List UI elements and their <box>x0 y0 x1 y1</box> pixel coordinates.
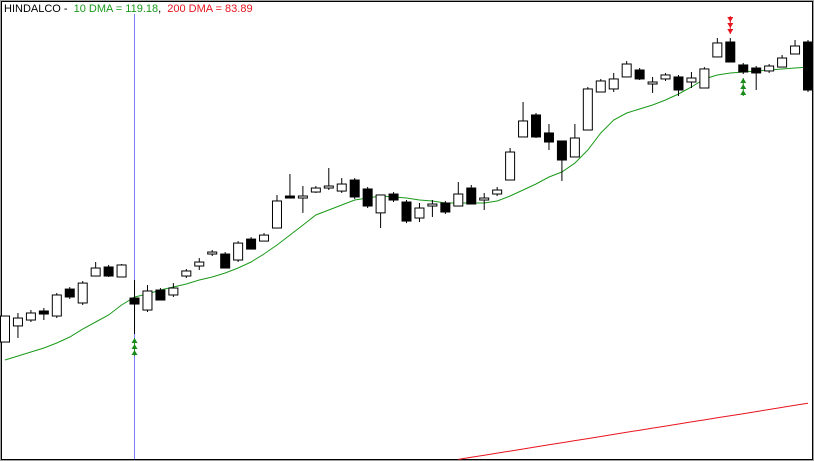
candle-body <box>440 202 451 213</box>
candle-body <box>362 188 373 207</box>
legend-entry: 200 DMA = 83.89 <box>167 3 252 15</box>
candle-body <box>271 200 282 229</box>
candle-body <box>90 267 101 277</box>
chart-title: HINDALCO - <box>4 3 68 15</box>
candle-body <box>543 132 554 143</box>
candle-body <box>634 69 645 80</box>
candle-body <box>168 287 179 296</box>
candle-body <box>427 203 438 207</box>
candle-body <box>621 63 632 78</box>
candle-body <box>349 179 360 198</box>
candle-body <box>660 74 671 80</box>
candle-body <box>647 81 658 85</box>
candle-body <box>699 68 710 89</box>
candle-body <box>129 297 140 305</box>
candle-body <box>51 294 62 317</box>
candle-body <box>25 312 36 321</box>
candle-body <box>194 261 205 267</box>
candle-body <box>608 78 619 90</box>
candle-body <box>77 282 88 304</box>
candle-body <box>505 151 516 181</box>
candle-body <box>479 197 490 201</box>
candle-body <box>155 289 166 301</box>
candle-body <box>38 310 49 315</box>
candle-body <box>103 266 114 277</box>
ma-line <box>458 402 809 460</box>
candle-body <box>725 41 736 63</box>
candle-body <box>790 45 801 55</box>
candle-body <box>751 67 762 74</box>
candle-body <box>777 57 788 68</box>
candle-body <box>284 195 295 199</box>
candle-body <box>401 201 412 222</box>
candle-body <box>764 65 775 72</box>
candle-body <box>569 137 580 158</box>
candle-body <box>518 120 529 138</box>
candle-body <box>582 88 593 131</box>
candle-body <box>712 42 723 58</box>
header: HINDALCO - 10 DMA = 119.18, 200 DMA = 83… <box>4 3 253 15</box>
candle-body <box>233 242 244 261</box>
plot <box>0 14 813 460</box>
candle-body <box>738 64 749 73</box>
ma-line <box>4 66 809 361</box>
candle-body <box>310 187 321 193</box>
candle-body <box>492 189 503 195</box>
candle-body <box>142 290 153 311</box>
candle-body <box>803 41 813 91</box>
candle-body <box>116 264 127 278</box>
candle-body <box>556 140 567 161</box>
candle-body <box>297 195 308 199</box>
candle-body <box>673 76 684 91</box>
candle-body <box>246 238 257 250</box>
candle-body <box>453 193 464 207</box>
candle-body <box>64 288 75 298</box>
candle-body <box>207 251 218 255</box>
candle-body <box>595 80 606 93</box>
candle-body <box>220 253 231 269</box>
legend-separator: , <box>158 3 161 15</box>
candle-body <box>336 183 347 192</box>
candle-body <box>12 317 23 327</box>
candle-body <box>0 315 10 343</box>
candle-body <box>531 114 542 138</box>
candle-body <box>388 193 399 201</box>
legend-entry: 10 DMA = 119.18 <box>74 3 159 15</box>
candle-body <box>686 77 697 83</box>
candle-body <box>259 234 270 242</box>
candle-body <box>323 185 334 189</box>
candle-body <box>181 270 192 277</box>
candle-body <box>466 187 477 205</box>
candle-body <box>414 207 425 219</box>
candle-body <box>375 194 386 214</box>
